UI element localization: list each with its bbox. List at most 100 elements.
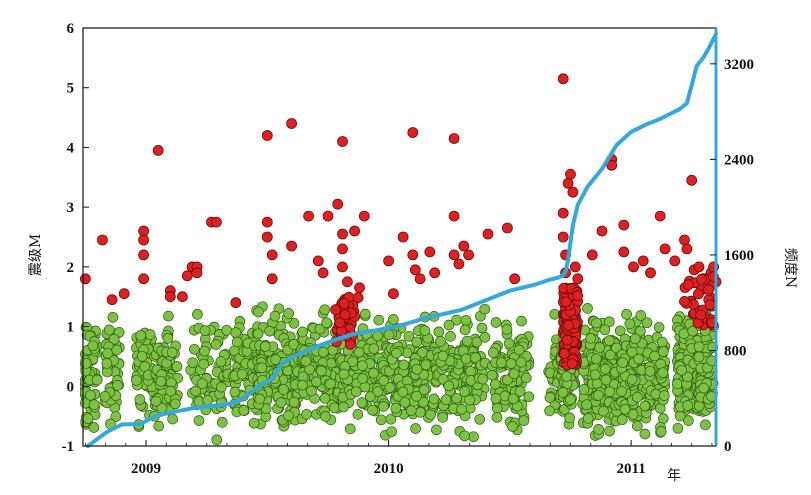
small-event-point [490,393,502,404]
small-event-point [582,413,594,424]
large-event-point [618,219,630,231]
x-tick-label: 2010 [374,461,404,477]
small-event-point [491,411,503,423]
small-event-point [627,409,639,420]
small-event-point [215,356,227,367]
large-event-point [334,317,346,329]
small-event-point [479,332,491,343]
y-tick-label: 2 [67,260,75,276]
large-event-point [501,222,513,234]
large-event-point [138,234,150,246]
small-event-point [639,428,651,440]
small-event-point [99,391,111,402]
large-event-point [453,258,465,270]
large-event-point [181,270,193,282]
small-event-point [368,343,380,355]
large-event-point [354,282,365,294]
y2-tick-label: 800 [724,343,747,359]
small-event-point [216,417,228,428]
small-event-point [411,336,423,348]
large-event-point [557,207,569,219]
small-event-point [150,395,162,407]
small-event-point [388,314,399,325]
y-axis-title: 震级M [28,234,44,276]
small-event-point [564,412,575,424]
small-event-point [383,329,395,340]
large-event-point [138,273,150,285]
small-event-point [215,381,227,393]
small-event-point [321,317,332,329]
small-event-point [325,378,336,390]
large-event-point [563,319,574,331]
small-event-point [318,346,329,358]
small-event-point [460,315,472,326]
large-event-point [407,127,419,138]
small-event-point [367,404,378,416]
small-event-point [445,331,456,342]
large-event-point [586,249,598,261]
y-tick-label: 0 [67,379,75,395]
small-event-point [80,358,92,369]
small-event-point [306,385,317,397]
large-event-point [569,261,581,273]
small-event-point [641,317,653,329]
small-event-point [698,382,710,394]
small-event-point [693,341,705,353]
small-event-point [616,414,628,426]
small-event-point [476,322,488,334]
small-event-point [486,369,498,381]
axes: -1 0 1 2 3 4 5 6 0 800 1600 2400 3200 2009 2010 2011 [62,21,755,477]
small-event-point [356,397,368,408]
small-event-point [103,324,115,336]
y2-tick-label: 1600 [724,248,754,264]
small-event-point [153,420,165,432]
large-event-point [696,273,707,285]
large-event-point [106,294,118,306]
small-event-point [593,424,604,435]
small-event-point [399,396,411,408]
large-event-point [561,334,573,346]
small-event-point [288,396,300,408]
small-event-point [107,311,119,323]
small-event-point [368,367,379,379]
small-event-point [391,347,402,359]
small-event-point [655,426,667,437]
small-event-point [479,303,491,315]
small-event-point [419,325,431,336]
small-event-point [264,325,275,337]
small-event-point [433,326,445,338]
small-event-point [700,419,711,431]
small-event-point [603,335,615,346]
small-event-point [189,343,200,355]
small-event-point [604,425,615,437]
large-event-point [679,295,690,307]
small-event-point [254,393,266,405]
red-points-layer [80,73,722,371]
small-event-point [626,346,638,358]
small-event-point [411,363,423,375]
large-event-point [566,358,578,370]
small-event-point [464,394,475,406]
small-event-point [229,386,241,398]
small-event-point [501,324,513,335]
large-event-point [339,309,351,321]
small-event-point [320,411,331,422]
small-event-point [600,363,611,375]
large-event-point [118,288,130,300]
large-event-point [349,225,361,237]
small-event-point [144,329,156,340]
small-event-point [496,357,507,369]
small-event-point [443,380,455,392]
small-event-point [344,423,356,435]
small-event-point [352,409,364,420]
large-event-point [557,73,569,85]
large-event-point [286,240,298,252]
small-event-point [418,384,430,396]
large-event-point [341,276,353,288]
small-event-point [398,359,410,371]
small-event-point [414,406,426,418]
large-event-point [210,216,222,228]
small-event-point [193,415,205,426]
small-event-point [682,400,694,411]
small-event-point [687,325,699,337]
